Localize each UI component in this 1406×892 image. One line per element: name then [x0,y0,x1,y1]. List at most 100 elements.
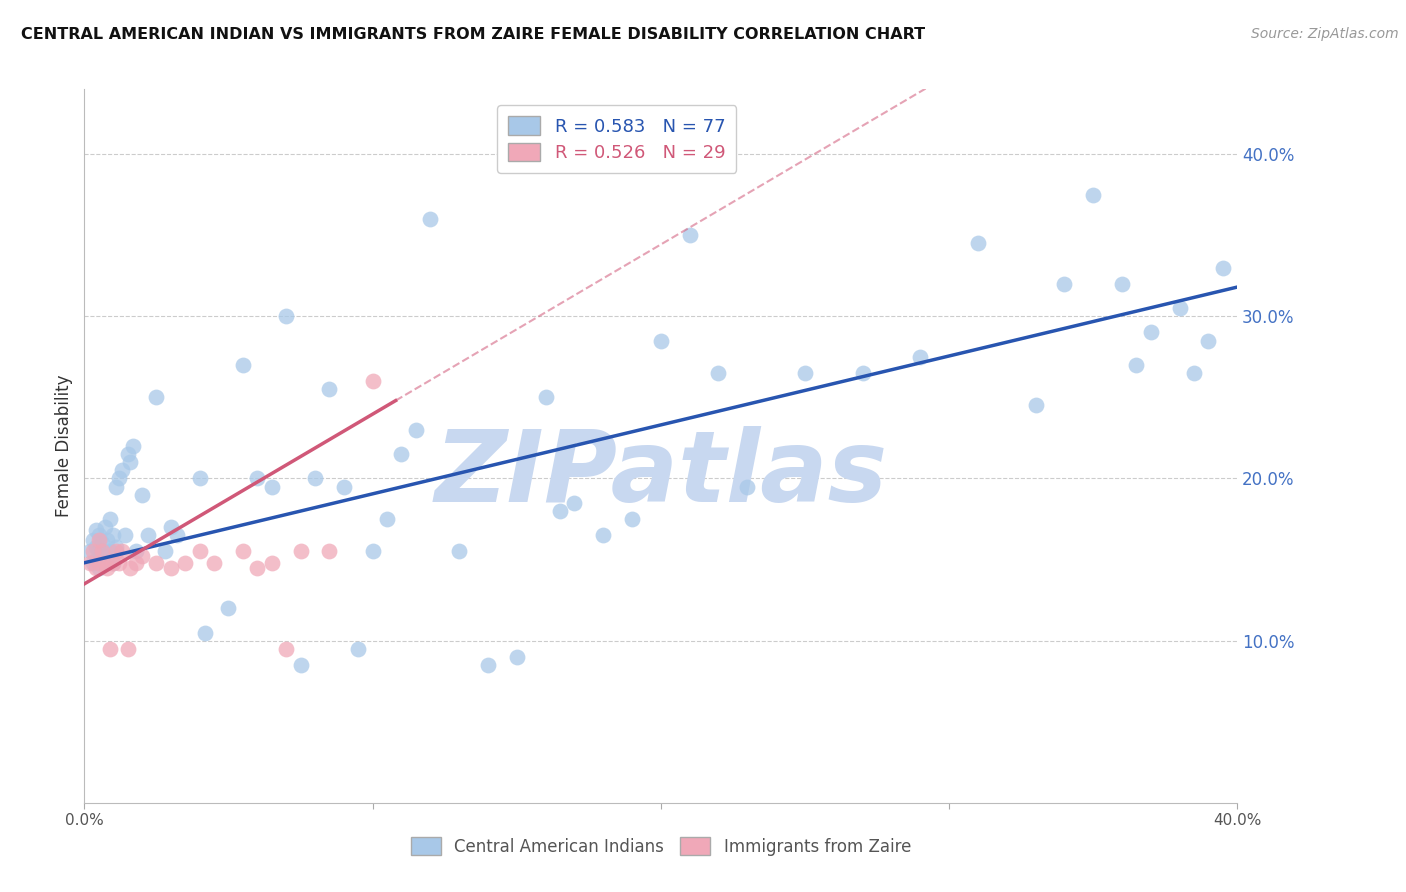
Point [506,649,529,664]
Point [108,471,131,485]
Point [1182,366,1205,380]
Point [246,560,269,574]
Y-axis label: Female Disability: Female Disability [55,375,73,517]
Point [93,556,115,570]
Point [276,641,298,656]
Point [188,471,211,485]
Point [449,544,471,558]
Point [679,228,702,243]
Point [548,504,571,518]
Point [108,556,131,570]
Point [87,533,110,547]
Point [79,544,101,558]
Point [318,544,340,558]
Point [87,528,110,542]
Text: Source: ZipAtlas.com: Source: ZipAtlas.com [1251,27,1399,41]
Point [361,374,384,388]
Legend: R = 0.583   N = 77, R = 0.526   N = 29: R = 0.583 N = 77, R = 0.526 N = 29 [496,105,737,173]
Point [391,447,413,461]
Point [1198,334,1220,348]
Point [1083,187,1105,202]
Point [105,479,128,493]
Point [1025,399,1047,413]
Point [361,544,384,558]
Point [82,544,104,558]
Point [125,544,148,558]
Point [967,236,990,251]
Point [103,556,124,570]
Point [90,536,112,550]
Point [120,560,142,574]
Point [333,479,356,493]
Point [105,540,128,554]
Point [84,552,107,566]
Point [98,641,121,656]
Point [84,524,107,538]
Point [111,544,134,558]
Point [79,556,101,570]
Point [232,544,254,558]
Point [477,657,499,672]
Point [145,390,167,404]
Point [1053,277,1076,291]
Point [592,528,614,542]
Point [96,533,118,547]
Point [87,560,110,574]
Point [93,520,115,534]
Point [96,560,118,574]
Point [103,556,124,570]
Point [131,549,153,564]
Point [232,358,254,372]
Point [103,528,124,542]
Point [117,447,139,461]
Point [105,544,128,558]
Point [84,540,107,554]
Point [276,310,298,324]
Point [1111,277,1133,291]
Point [852,366,875,380]
Point [621,512,644,526]
Point [87,544,110,558]
Point [125,556,148,570]
Point [153,544,176,558]
Point [120,455,142,469]
Point [96,556,118,570]
Point [564,496,586,510]
Point [218,601,240,615]
Point [160,560,183,574]
Text: ZIPatlas: ZIPatlas [434,426,887,523]
Point [1140,326,1163,340]
Point [260,479,283,493]
Point [93,549,115,564]
Point [131,488,153,502]
Point [166,528,188,542]
Point [260,556,283,570]
Point [202,556,225,570]
Point [145,556,167,570]
Point [375,512,398,526]
Point [650,334,672,348]
Text: CENTRAL AMERICAN INDIAN VS IMMIGRANTS FROM ZAIRE FEMALE DISABILITY CORRELATION C: CENTRAL AMERICAN INDIAN VS IMMIGRANTS FR… [21,27,925,42]
Point [304,471,326,485]
Point [174,556,197,570]
Point [188,544,211,558]
Point [98,512,121,526]
Point [290,544,312,558]
Point [114,528,136,542]
Point [90,544,112,558]
Point [419,211,441,226]
Point [794,366,817,380]
Point [194,625,217,640]
Point [111,463,134,477]
Point [910,350,932,364]
Point [160,520,183,534]
Point [82,556,104,570]
Point [84,560,107,574]
Point [246,471,269,485]
Point [290,657,312,672]
Point [318,382,340,396]
Point [707,366,730,380]
Point [82,533,104,547]
Point [98,544,121,558]
Point [87,556,110,570]
